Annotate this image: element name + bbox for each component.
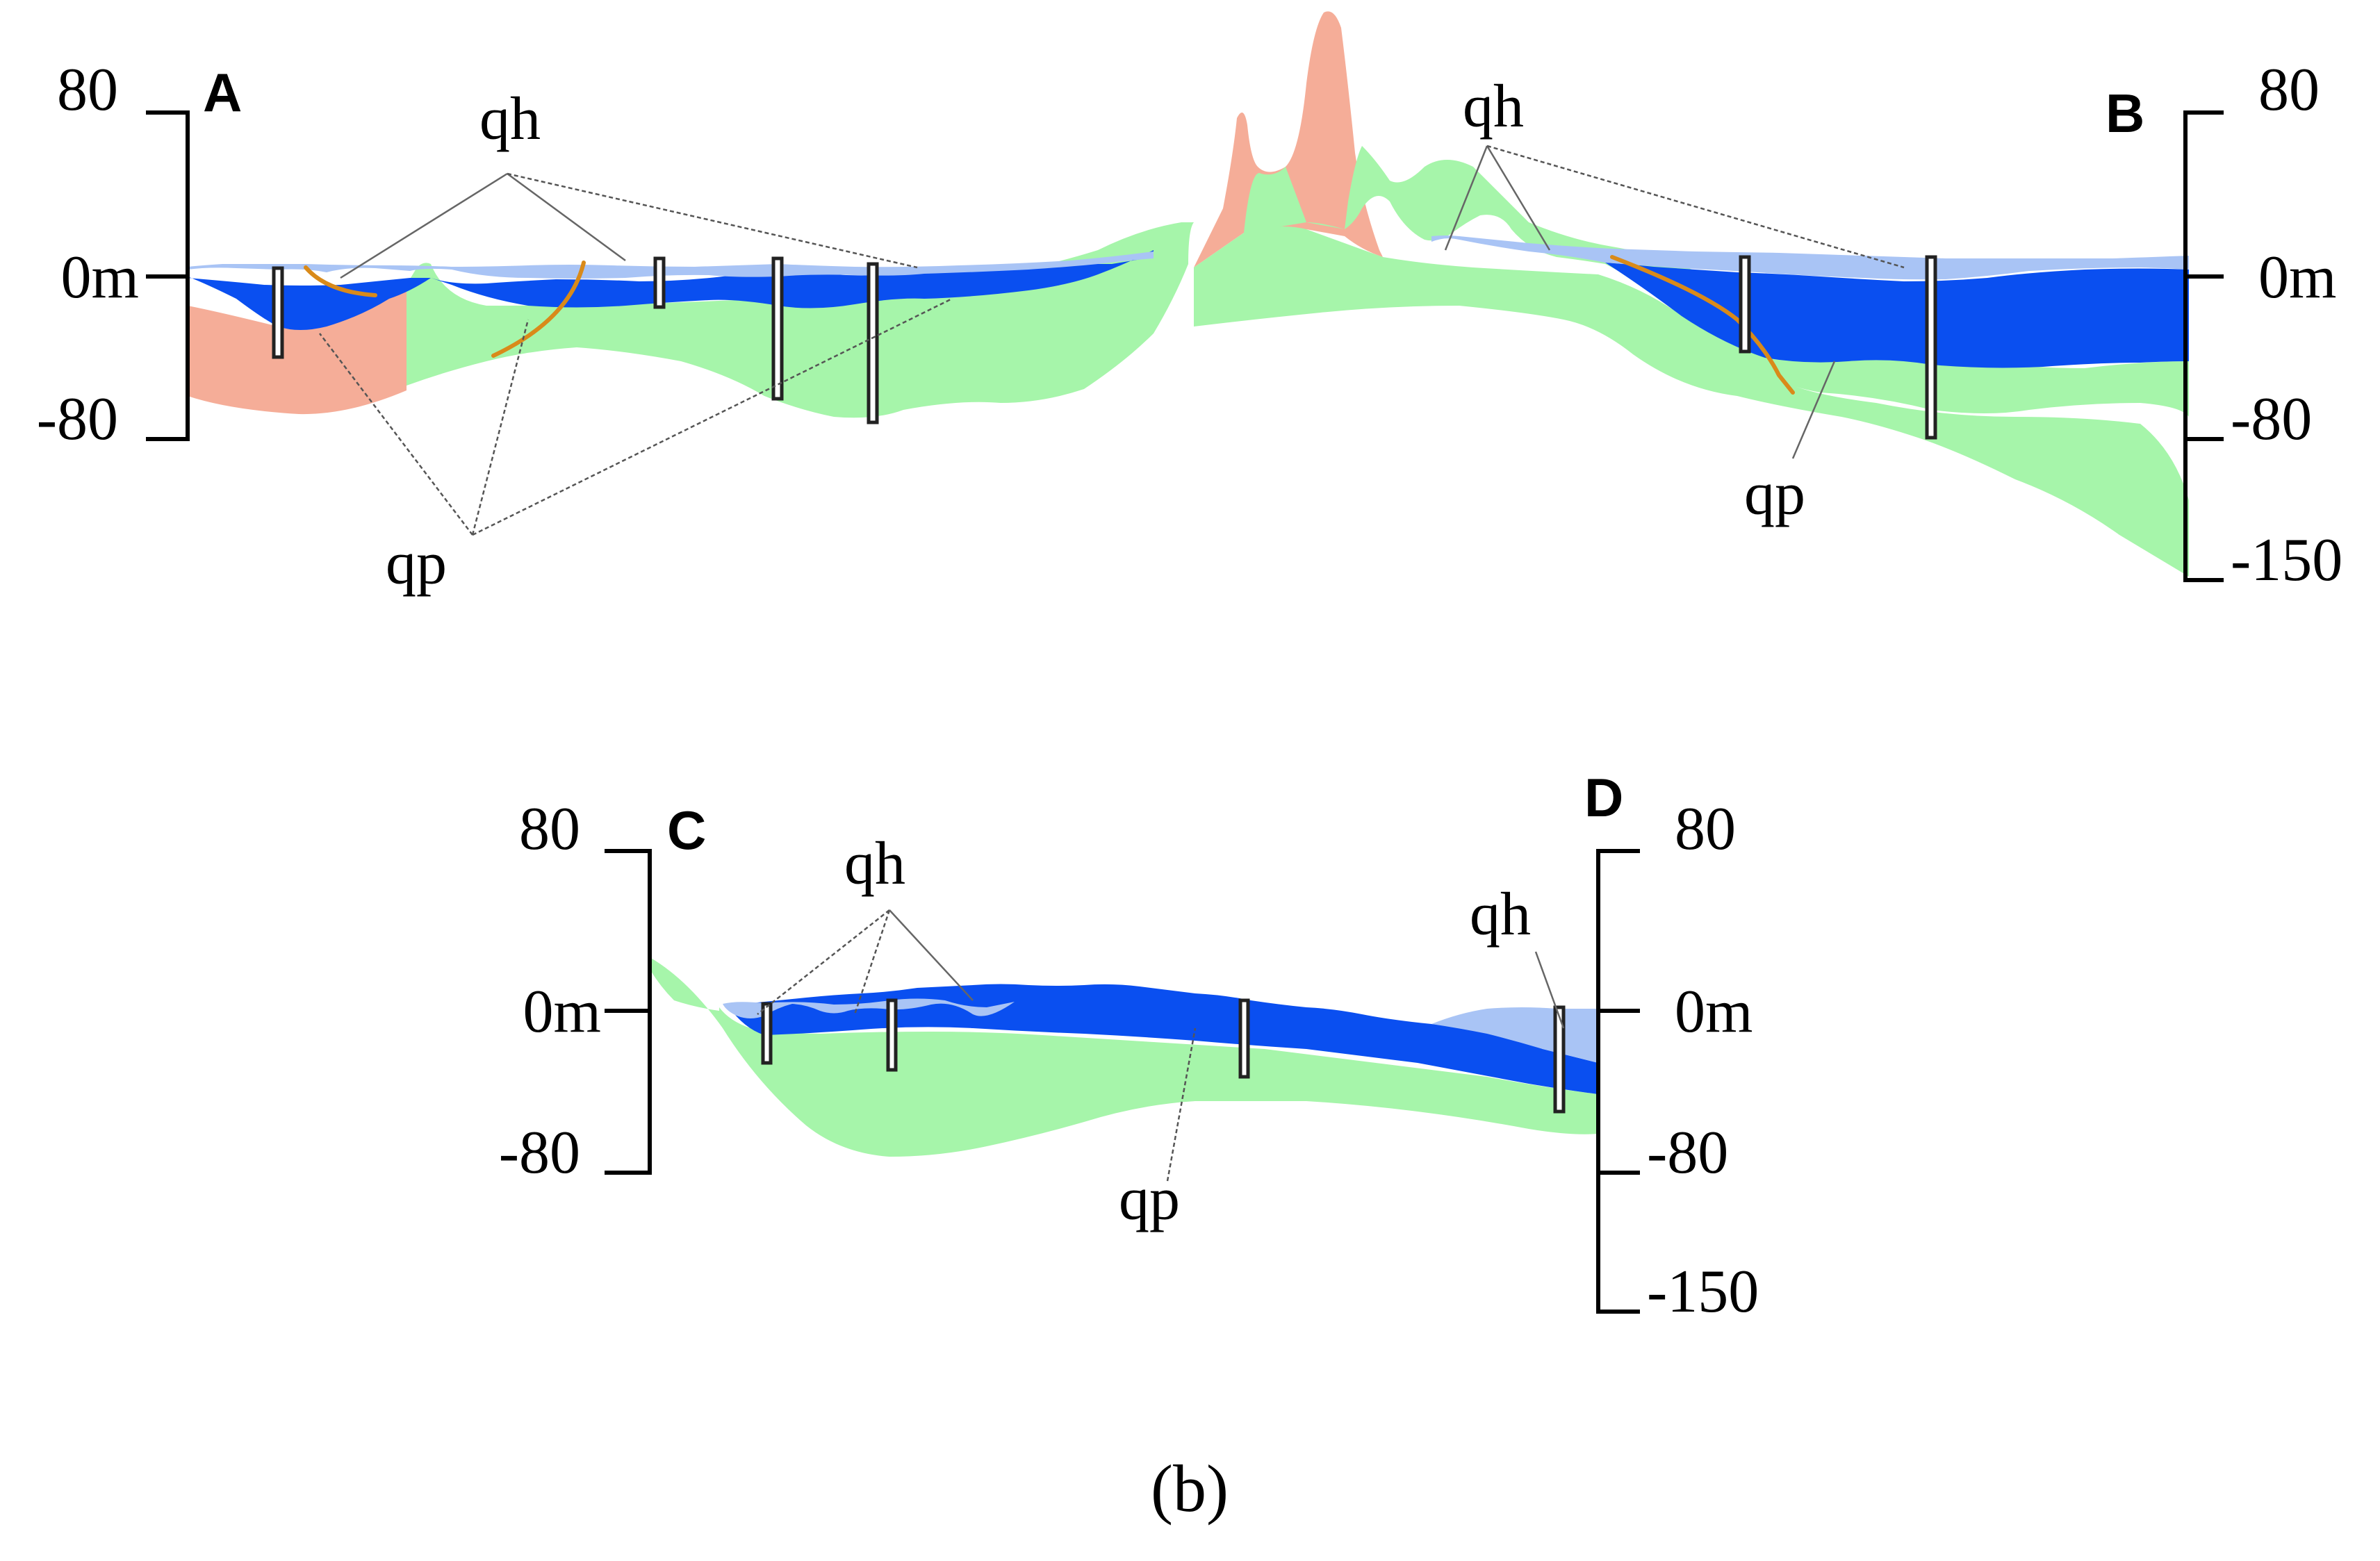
ab-right-tick-neg150: -150 — [2231, 527, 2342, 594]
ab-qh-label-right: qh — [1463, 73, 1524, 140]
ab-end-label: B — [2106, 83, 2144, 144]
ab-qh-leaders — [340, 144, 1905, 279]
ab-basement-left — [407, 222, 1194, 418]
cd-end-label: D — [1584, 767, 1623, 828]
cd-right-tick-neg150: -150 — [1647, 1258, 1759, 1325]
cd-right-tick-80: 80 — [1675, 795, 1736, 863]
ab-left-tick-neg80: -80 — [37, 386, 118, 453]
ab-fault-2 — [491, 261, 586, 358]
ab-right-tick-neg80: -80 — [2231, 386, 2312, 453]
cd-start-label: C — [667, 800, 706, 861]
ab-well-3 — [771, 256, 784, 401]
ab-basement-center — [1244, 146, 2189, 417]
cd-left-tick-neg80: -80 — [499, 1119, 580, 1187]
ab-well-2 — [653, 256, 666, 309]
cd-basement — [650, 957, 1598, 1157]
cd-qh-label-right: qh — [1470, 881, 1531, 948]
ab-fault-1 — [304, 265, 377, 297]
ab-well-5 — [1739, 255, 1751, 354]
cd-qp — [728, 984, 1598, 1094]
ab-right-axis — [2183, 110, 2224, 582]
ab-qh-right — [1431, 236, 2189, 280]
section-ab: 80 0m -80 80 0m -80 -150 A B qh qh qp qp — [37, 11, 2342, 597]
ab-qh-label-left: qh — [479, 85, 541, 153]
ab-basement-center-fill — [1194, 226, 2189, 577]
ab-qp-label-left: qp — [386, 530, 447, 597]
ab-qp-leaders — [319, 297, 1836, 536]
cd-qh-left — [723, 998, 1015, 1018]
ab-qp-right — [1605, 263, 2189, 368]
cd-well-4 — [1553, 1005, 1566, 1114]
figure-caption: (b) — [1151, 1451, 1229, 1526]
cd-right-tick-0: 0m — [1675, 978, 1753, 1046]
ab-well-6 — [1925, 255, 1937, 440]
cd-left-tick-0: 0m — [523, 978, 601, 1046]
ab-qh-left — [188, 251, 1154, 279]
section-cd: 80 0m -80 80 0m -80 -150 C D qh qh qp — [499, 767, 1759, 1325]
ab-start-label: A — [203, 62, 242, 123]
ab-left-tick-0: 0m — [61, 244, 139, 311]
ab-right-tick-80: 80 — [2258, 56, 2320, 124]
cd-left-tick-80: 80 — [519, 795, 580, 863]
cd-right-axis — [1596, 849, 1640, 1314]
cd-well-3 — [1238, 998, 1250, 1079]
ab-well-4 — [867, 262, 879, 424]
ab-fault-3 — [1610, 255, 1795, 395]
ab-well-1 — [272, 266, 284, 359]
cd-well-2 — [886, 998, 898, 1072]
ab-qp-left — [188, 250, 1154, 330]
cd-left-axis — [605, 849, 652, 1175]
ab-left-axis — [146, 110, 190, 441]
cd-right-tick-neg80: -80 — [1647, 1119, 1728, 1187]
ab-left-tick-80: 80 — [57, 56, 118, 124]
cd-well-1 — [761, 1002, 773, 1065]
cd-qh-label-left: qh — [844, 830, 905, 898]
cd-leaders — [757, 909, 1565, 1182]
ab-right-tick-0: 0m — [2258, 244, 2336, 311]
ab-bedrock-peaks — [1194, 11, 1383, 267]
ab-qp-label-right: qp — [1744, 461, 1805, 528]
cd-qp-label: qp — [1119, 1166, 1180, 1233]
